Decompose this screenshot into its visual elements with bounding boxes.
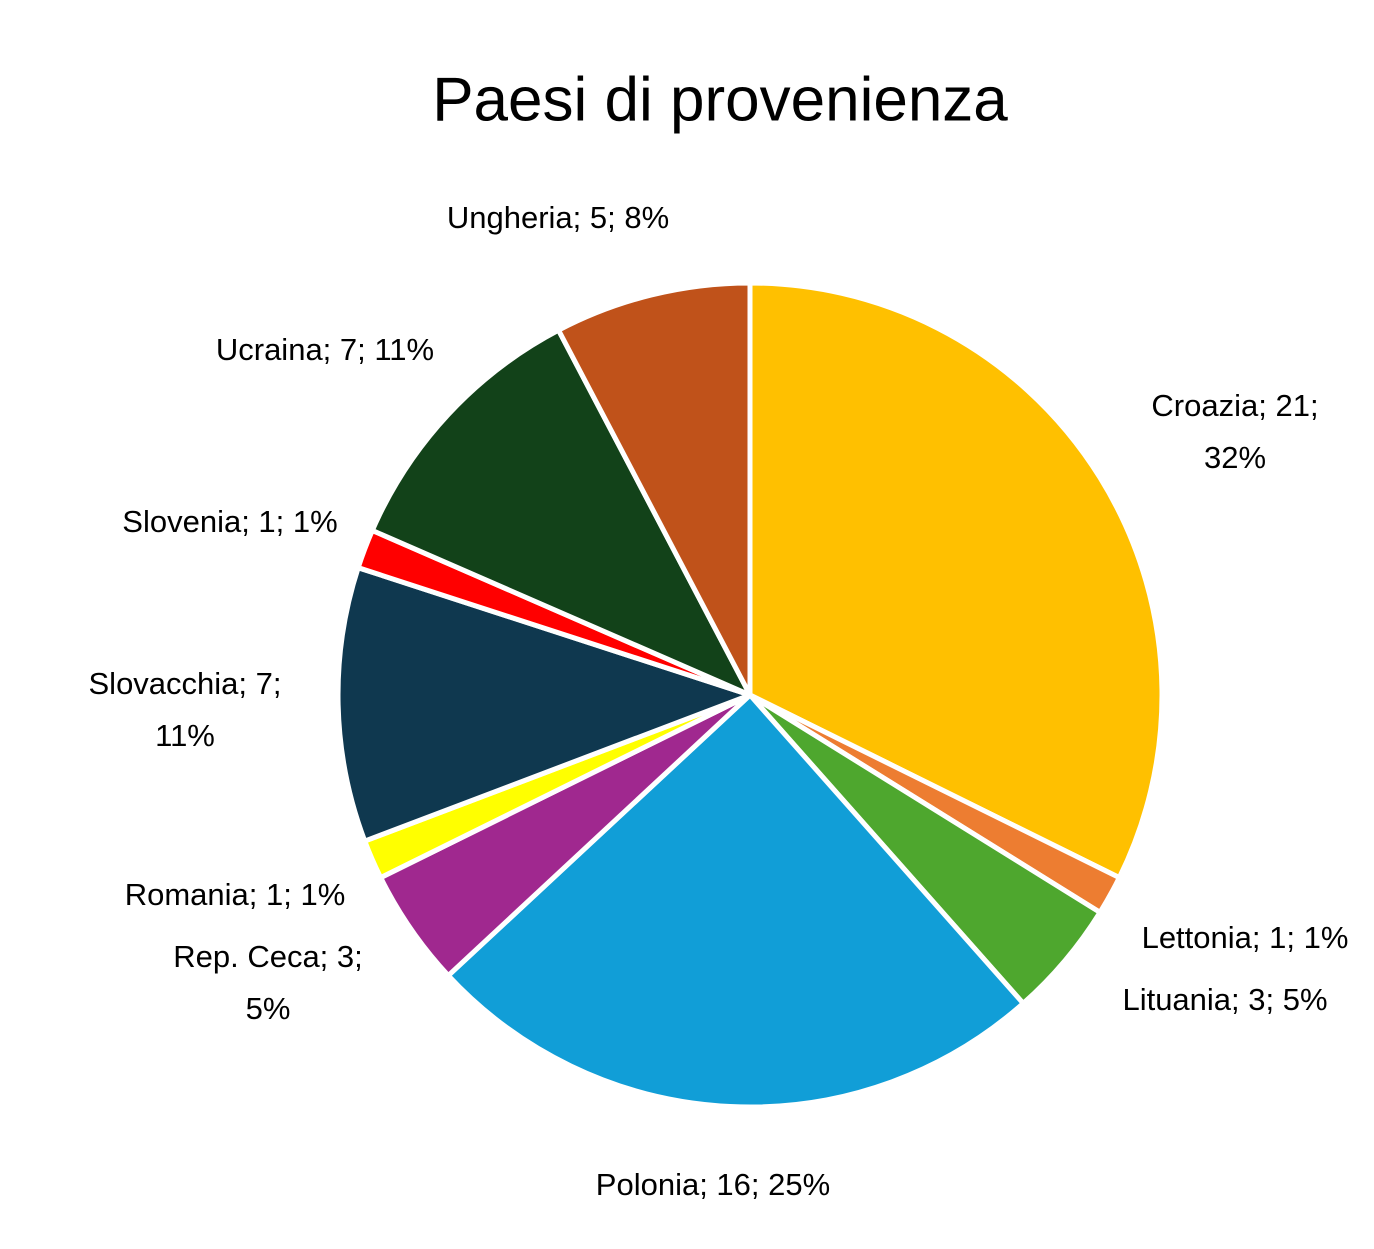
data-label: Rep. Ceca; 3; 5% xyxy=(173,939,363,1026)
pie-slice xyxy=(335,565,753,844)
data-label: Polonia; 16; 25% xyxy=(595,1167,831,1202)
data-label: Lettonia; 1; 1% xyxy=(1141,920,1349,955)
pie-slice xyxy=(369,327,753,698)
data-label: Ucraina; 7; 11% xyxy=(215,332,435,367)
data-label: Ungheria; 5; 8% xyxy=(446,200,670,235)
pie-slice xyxy=(445,692,1026,1110)
data-label: Lituania; 3; 5% xyxy=(1122,982,1328,1017)
chart-title: Paesi di provenienza xyxy=(432,65,1008,135)
data-label: Croazia; 21; 32% xyxy=(1151,388,1319,475)
data-label: Slovenia; 1; 1% xyxy=(122,504,338,539)
data-label: Romania; 1; 1% xyxy=(124,877,346,912)
data-label: Slovacchia; 7; 11% xyxy=(88,666,282,753)
pie-slice xyxy=(556,280,753,698)
pie-slice xyxy=(747,280,1165,881)
